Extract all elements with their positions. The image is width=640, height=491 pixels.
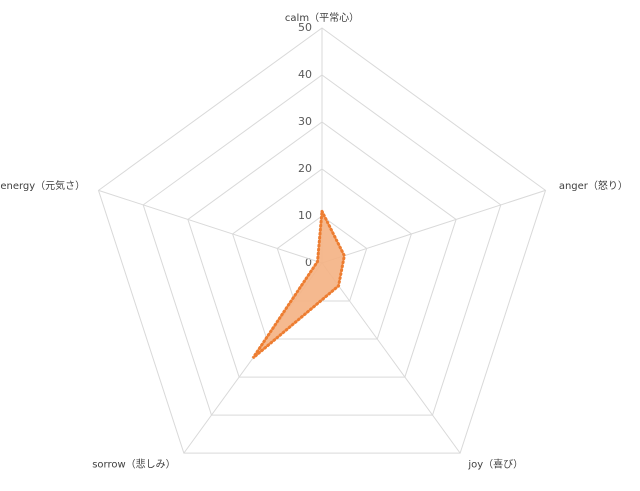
radar-area <box>251 205 346 360</box>
r-tick-label: 50 <box>298 21 312 34</box>
category-label: calm（平常心） <box>285 11 359 24</box>
grid-ring <box>187 121 457 378</box>
grid-ring <box>97 27 547 454</box>
spoke <box>98 189 323 264</box>
spoke <box>321 189 546 264</box>
r-tick-label: 40 <box>298 68 312 81</box>
category-label: energy（元気さ） <box>0 179 85 192</box>
grid-ring <box>142 74 502 416</box>
category-label: joy（喜び） <box>467 457 523 470</box>
r-tick-label: 30 <box>298 115 312 128</box>
r-tick-label: 20 <box>298 162 312 175</box>
spoke <box>321 262 461 454</box>
r-tick-label: 0 <box>305 256 312 269</box>
r-tick-label: 10 <box>298 209 312 222</box>
grid-ring <box>232 168 412 340</box>
category-label: sorrow（悲しみ） <box>92 457 175 470</box>
category-label: anger（怒り） <box>559 179 628 192</box>
